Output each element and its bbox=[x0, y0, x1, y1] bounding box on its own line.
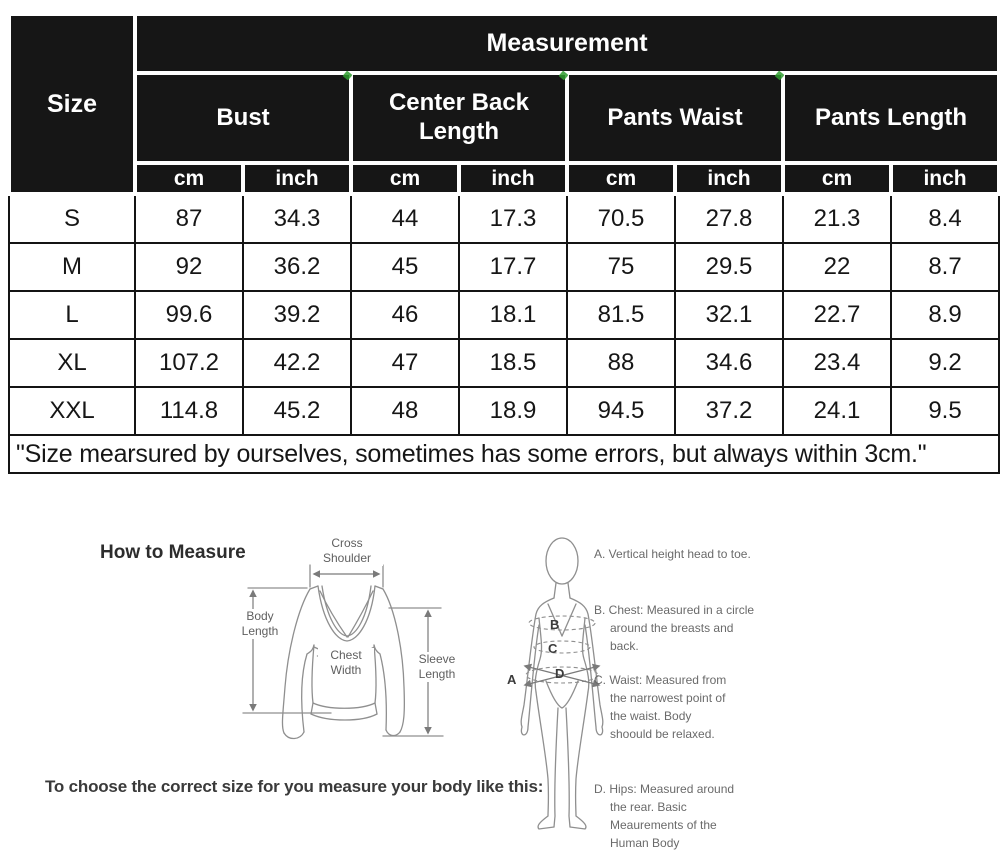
height-marker-a: A bbox=[507, 672, 517, 687]
value-cell: 45 bbox=[350, 242, 460, 292]
guide-item-hips: D. Hips: Measured around the rear. Basic… bbox=[594, 782, 735, 850]
value-cell: 18.5 bbox=[458, 338, 568, 388]
value-cell: 44 bbox=[350, 193, 460, 244]
size-cell: S bbox=[8, 193, 136, 244]
value-cell: 23.4 bbox=[782, 338, 892, 388]
waist-marker-c: C bbox=[548, 641, 558, 656]
size-note: "Size mearsured by ourselves, sometimes … bbox=[7, 434, 1000, 474]
size-cell: XXL bbox=[8, 386, 136, 436]
unit-header: inch bbox=[888, 161, 1000, 196]
group-header-pants-length: Pants Length bbox=[780, 71, 1000, 165]
value-cell: 75 bbox=[566, 242, 676, 292]
value-cell: 17.3 bbox=[458, 193, 568, 244]
size-measurement-table: Size Measurement Bust Center Back Length… bbox=[7, 12, 1000, 474]
table-row-xl: XL 107.2 42.2 47 18.5 88 34.6 23.4 9.2 bbox=[8, 338, 1000, 388]
how-to-measure-title: How to Measure bbox=[100, 542, 246, 563]
how-to-measure-section: How to Measure bbox=[0, 487, 1000, 860]
value-cell: 94.5 bbox=[566, 386, 676, 436]
guide-item-waist: C. Waist: Measured from the narrowest po… bbox=[594, 673, 727, 741]
value-cell: 46 bbox=[350, 290, 460, 340]
body-figure-diagram bbox=[520, 537, 604, 830]
group-header-center-back-length: Center Back Length bbox=[349, 71, 569, 165]
cross-shoulder-label: Cross Shoulder bbox=[311, 536, 383, 566]
unit-header: cm bbox=[781, 161, 893, 196]
group-header-bust: Bust bbox=[133, 71, 353, 165]
value-cell: 99.6 bbox=[134, 290, 244, 340]
value-cell: 70.5 bbox=[566, 193, 676, 244]
size-column-header: Size bbox=[7, 12, 137, 196]
value-cell: 34.3 bbox=[242, 193, 352, 244]
value-cell: 114.8 bbox=[134, 386, 244, 436]
value-cell: 27.8 bbox=[674, 193, 784, 244]
guide-item-height: A. Vertical height head to toe. bbox=[594, 547, 751, 561]
value-cell: 24.1 bbox=[782, 386, 892, 436]
guide-item-chest: B. Chest: Measured in a circle around th… bbox=[594, 603, 755, 653]
value-cell: 48 bbox=[350, 386, 460, 436]
sleeve-length-label: Sleeve Length bbox=[408, 652, 466, 682]
table-row-l: L 99.6 39.2 46 18.1 81.5 32.1 22.7 8.9 bbox=[8, 290, 1000, 340]
unit-header: cm bbox=[565, 161, 677, 196]
table-row-s: S 87 34.3 44 17.3 70.5 27.8 21.3 8.4 bbox=[8, 193, 1000, 244]
body-length-label: Body Length bbox=[233, 609, 287, 639]
value-cell: 17.7 bbox=[458, 242, 568, 292]
value-cell: 22.7 bbox=[782, 290, 892, 340]
chest-marker-b: B bbox=[550, 617, 560, 632]
choose-size-caption: To choose the correct size for you measu… bbox=[45, 777, 544, 796]
value-cell: 92 bbox=[134, 242, 244, 292]
table-row-xxl: XXL 114.8 45.2 48 18.9 94.5 37.2 24.1 9.… bbox=[8, 386, 1000, 436]
value-cell: 34.6 bbox=[674, 338, 784, 388]
value-cell: 88 bbox=[566, 338, 676, 388]
table-row-m: M 92 36.2 45 17.7 75 29.5 22 8.7 bbox=[8, 242, 1000, 292]
value-cell: 37.2 bbox=[674, 386, 784, 436]
value-cell: 21.3 bbox=[782, 193, 892, 244]
size-cell: M bbox=[8, 242, 136, 292]
chest-width-label: Chest Width bbox=[318, 648, 374, 678]
size-cell: L bbox=[8, 290, 136, 340]
value-cell: 8.9 bbox=[889, 290, 1000, 340]
value-cell: 32.1 bbox=[674, 290, 784, 340]
unit-header: inch bbox=[673, 161, 785, 196]
group-header-pants-waist: Pants Waist bbox=[565, 71, 785, 165]
value-cell: 29.5 bbox=[674, 242, 784, 292]
value-cell: 107.2 bbox=[134, 338, 244, 388]
value-cell: 45.2 bbox=[242, 386, 352, 436]
value-cell: 36.2 bbox=[242, 242, 352, 292]
value-cell: 81.5 bbox=[566, 290, 676, 340]
unit-header: inch bbox=[241, 161, 353, 196]
hips-marker-d: D bbox=[555, 666, 565, 681]
value-cell: 9.2 bbox=[889, 338, 1000, 388]
value-cell: 87 bbox=[134, 193, 244, 244]
size-cell: XL bbox=[8, 338, 136, 388]
value-cell: 47 bbox=[350, 338, 460, 388]
value-cell: 42.2 bbox=[242, 338, 352, 388]
value-cell: 39.2 bbox=[242, 290, 352, 340]
value-cell: 22 bbox=[782, 242, 892, 292]
unit-header: inch bbox=[457, 161, 569, 196]
unit-header: cm bbox=[349, 161, 461, 196]
measurement-title: Measurement bbox=[132, 12, 1000, 75]
unit-header: cm bbox=[133, 161, 245, 196]
value-cell: 9.5 bbox=[889, 386, 1000, 436]
value-cell: 18.1 bbox=[458, 290, 568, 340]
value-cell: 18.9 bbox=[458, 386, 568, 436]
value-cell: 8.4 bbox=[889, 193, 1000, 244]
value-cell: 8.7 bbox=[889, 242, 1000, 292]
